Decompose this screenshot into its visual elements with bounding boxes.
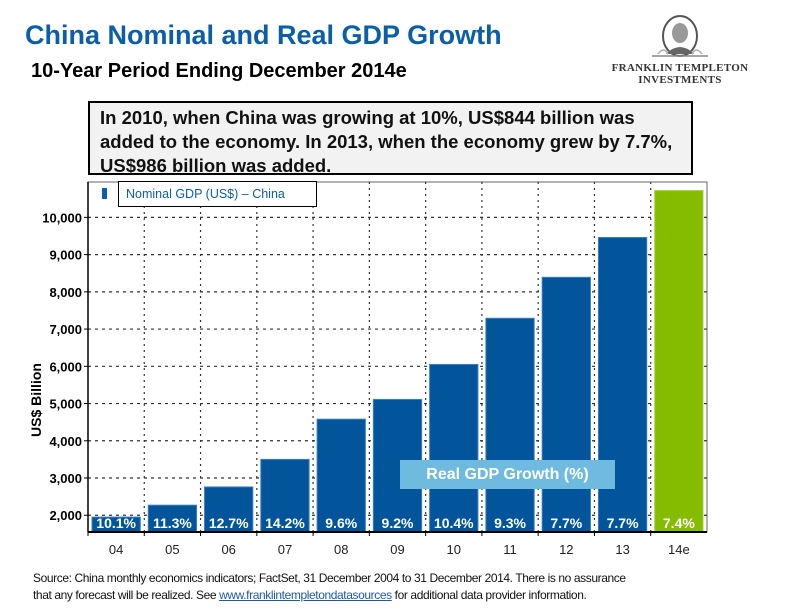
growth-label-10: 10.4% <box>434 515 474 531</box>
legend-label: Nominal GDP (US$) – China <box>126 187 285 201</box>
source-line-2a: that any forecast will be realized. See <box>33 588 220 602</box>
growth-labels: 10.1% 11.3% 12.7% 14.2% 9.6% 9.2% 10.4% 9.3% 7.7… <box>96 515 695 531</box>
bar-10 <box>429 363 479 533</box>
bar-11 <box>485 317 535 533</box>
logo-line-1: FRANKLIN TEMPLETON <box>611 62 749 74</box>
y-tick-label: 2,000 <box>49 508 82 523</box>
callout-box: In 2010, when China was growing at 10%, … <box>88 101 693 176</box>
portrait-icon <box>652 15 708 57</box>
y-tick-label: 8,000 <box>49 285 82 300</box>
data-sources-link[interactable]: www.franklintempletondatasources <box>219 588 392 602</box>
y-axis-title: US$ Billion <box>28 363 44 437</box>
growth-label-09: 9.2% <box>382 515 414 531</box>
y-tick-label: 7,000 <box>49 322 82 337</box>
x-tick-label: 09 <box>390 542 404 557</box>
y-tick-label: 9,000 <box>49 248 82 263</box>
logo-line-2: INVESTMENTS <box>638 74 722 86</box>
x-tick-label: 06 <box>221 542 235 557</box>
axes <box>84 182 707 536</box>
legend: Nominal GDP (US$) – China <box>118 181 317 207</box>
y-tick-label: 10,000 <box>42 210 82 225</box>
y-tick-label: 5,000 <box>49 397 82 412</box>
source-note: Source: China monthly economics indicato… <box>33 570 626 604</box>
growth-label-11: 9.3% <box>494 515 526 531</box>
source-line-1: Source: China monthly economics indicato… <box>33 571 626 585</box>
legend-swatch <box>102 188 107 199</box>
y-tick-label: 6,000 <box>49 359 82 374</box>
franklin-templeton-logo: FRANKLIN TEMPLETON INVESTMENTS <box>600 14 760 86</box>
growth-label-14e: 7.4% <box>663 515 695 531</box>
x-tick-label: 11 <box>503 542 517 557</box>
real-gdp-growth-label: Real GDP Growth (%) <box>400 460 615 489</box>
growth-label-05: 11.3% <box>153 515 192 531</box>
y-tick-label: 3,000 <box>49 471 82 486</box>
growth-label-06: 12.7% <box>209 515 249 531</box>
chart-title: China Nominal and Real GDP Growth <box>25 20 502 50</box>
bar-07 <box>260 458 310 533</box>
bar-12 <box>541 276 591 533</box>
x-tick-label: 08 <box>334 542 348 557</box>
growth-label-04: 10.1% <box>96 515 136 531</box>
chart-subtitle: 10-Year Period Ending December 2014e <box>31 60 407 82</box>
y-tick-labels: 2,000 3,000 4,000 5,000 6,000 7,000 8,000 9,000… <box>42 210 82 523</box>
growth-label-08: 9.6% <box>325 515 357 531</box>
x-tick-label: 13 <box>615 542 629 557</box>
source-line-2b: for additional data provider information… <box>391 588 587 602</box>
bar-06 <box>204 486 254 533</box>
growth-label-07: 14.2% <box>265 515 305 531</box>
bar-14e <box>654 190 704 533</box>
x-tick-labels: 04 05 06 07 08 09 10 11 12 13 14e <box>109 542 690 557</box>
x-tick-label: 12 <box>559 542 573 557</box>
x-tick-label: 14e <box>668 542 690 557</box>
x-tick-label: 10 <box>447 542 461 557</box>
growth-label-13: 7.7% <box>607 515 639 531</box>
x-tick-label: 05 <box>165 542 179 557</box>
bar-08 <box>316 418 366 533</box>
y-tick-label: 4,000 <box>49 434 82 449</box>
x-tick-label: 04 <box>109 542 123 557</box>
growth-label-12: 7.7% <box>550 515 582 531</box>
x-tick-label: 07 <box>278 542 292 557</box>
